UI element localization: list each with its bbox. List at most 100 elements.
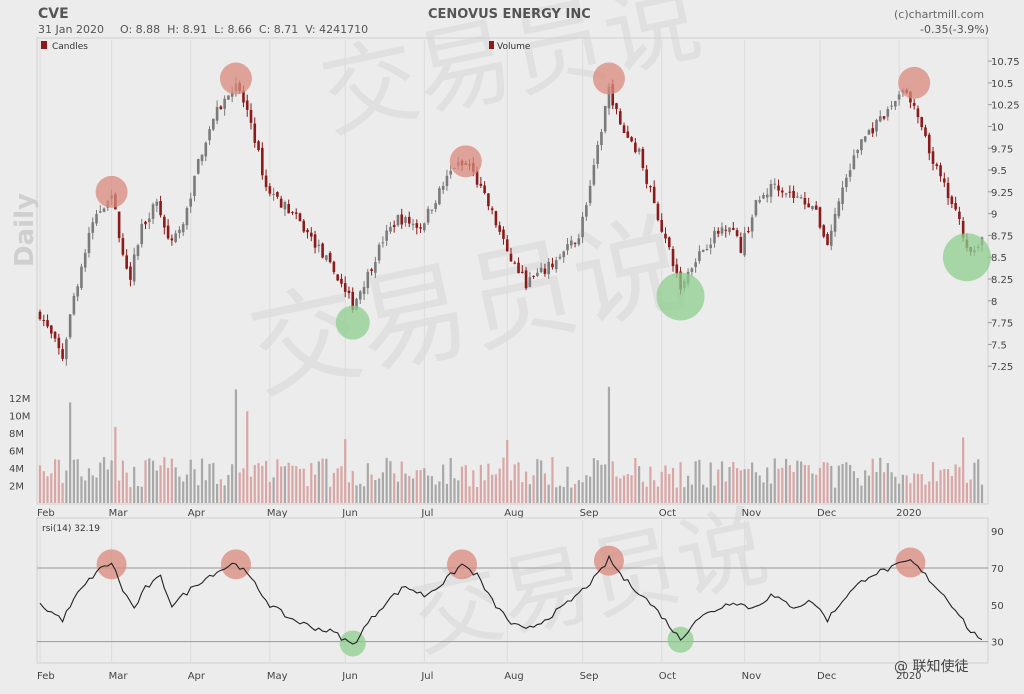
volume-bar bbox=[818, 467, 822, 503]
candle-body bbox=[38, 311, 42, 320]
volume-bar bbox=[803, 464, 807, 503]
volume-bar bbox=[679, 462, 682, 503]
volume-bar bbox=[788, 465, 791, 503]
price-y-tick-label: 7.5 bbox=[991, 340, 1007, 351]
candle-body bbox=[856, 150, 859, 154]
volume-bar bbox=[773, 458, 776, 503]
volume-bar bbox=[494, 474, 498, 503]
volume-bar bbox=[645, 486, 648, 503]
candle-body bbox=[219, 106, 223, 110]
volume-bar bbox=[573, 483, 577, 503]
volume-bar bbox=[879, 457, 882, 503]
price-y-tick-label: 8.75 bbox=[991, 231, 1013, 242]
volume-bar bbox=[935, 481, 938, 503]
rsi-legend-label: rsi(14) 32.19 bbox=[42, 524, 100, 534]
candle-body bbox=[705, 249, 709, 251]
candle-body bbox=[178, 229, 181, 234]
candle-body bbox=[765, 194, 769, 198]
candle-body bbox=[747, 231, 750, 233]
volume-bar bbox=[860, 485, 863, 503]
volume-bar bbox=[163, 457, 166, 503]
volume-bar bbox=[411, 478, 415, 503]
candle-body bbox=[566, 244, 569, 251]
candle-body bbox=[72, 295, 76, 315]
volume-bar bbox=[472, 470, 475, 503]
candle-body bbox=[505, 239, 509, 252]
candle-body bbox=[588, 185, 592, 204]
volume-bar bbox=[619, 478, 622, 503]
candle-body bbox=[592, 165, 596, 185]
candle-body bbox=[551, 263, 554, 268]
candle-body bbox=[536, 272, 539, 277]
volume-bar bbox=[611, 461, 614, 503]
volume-bar bbox=[562, 487, 565, 503]
candle-body bbox=[144, 221, 147, 225]
candle-body bbox=[475, 170, 479, 185]
candle-body bbox=[675, 264, 679, 274]
volume-bar bbox=[200, 458, 204, 503]
candle-body bbox=[377, 244, 381, 261]
volume-bar bbox=[118, 480, 121, 503]
candle-body bbox=[852, 155, 856, 170]
ohlcv-readout: O: 8.88 H: 8.91 L: 8.66 C: 8.71 V: 42417… bbox=[120, 23, 369, 36]
candle-body bbox=[381, 242, 385, 244]
candle-body bbox=[950, 196, 954, 204]
volume-y-tick-label: 2M bbox=[9, 482, 24, 493]
volume-bar bbox=[374, 480, 377, 503]
rsi-x-tick-label: May bbox=[267, 671, 288, 682]
volume-bar bbox=[99, 462, 102, 503]
candle-body bbox=[95, 214, 98, 224]
candle-body bbox=[291, 211, 294, 213]
volume-bar bbox=[909, 483, 912, 503]
price-x-tick-label: Mar bbox=[109, 508, 129, 519]
volume-bar bbox=[460, 466, 464, 503]
rsi-x-tick-label: Feb bbox=[37, 671, 55, 682]
rsi-x-tick-label: 2020 bbox=[896, 671, 921, 682]
volume-bar bbox=[845, 462, 848, 503]
candle-body bbox=[438, 188, 441, 205]
volume-bar bbox=[91, 475, 94, 503]
volume-bar bbox=[558, 485, 562, 503]
candle-body bbox=[878, 116, 882, 122]
volume-bar bbox=[864, 470, 867, 503]
peak-marker-circle bbox=[898, 66, 931, 99]
volume-bar bbox=[717, 469, 720, 503]
candle-body bbox=[294, 212, 298, 214]
candle-body bbox=[532, 275, 535, 277]
candle-body bbox=[867, 130, 871, 135]
candle-body bbox=[483, 185, 486, 194]
volume-bar bbox=[607, 386, 611, 503]
candle-body bbox=[336, 274, 339, 281]
candle-body bbox=[332, 261, 336, 273]
candle-body bbox=[434, 203, 437, 210]
candle-body bbox=[701, 249, 705, 252]
volume-bar bbox=[833, 487, 837, 503]
volume-bar bbox=[871, 458, 874, 503]
trough-marker-circle bbox=[656, 272, 705, 321]
volume-bar bbox=[777, 468, 780, 503]
price-panel-frame bbox=[36, 37, 989, 505]
volume-bar bbox=[724, 481, 727, 503]
candle-body bbox=[641, 148, 645, 168]
volume-bar bbox=[479, 464, 482, 503]
candle-body bbox=[796, 196, 799, 198]
volume-bar bbox=[423, 468, 426, 503]
candle-body bbox=[53, 331, 57, 339]
volume-bar bbox=[547, 484, 550, 503]
candle-body bbox=[351, 291, 355, 310]
volume-bar bbox=[747, 468, 750, 503]
volume-bar bbox=[969, 479, 972, 503]
candle-body bbox=[912, 103, 916, 106]
price-y-tick-label: 8 bbox=[991, 297, 997, 308]
volume-bar bbox=[381, 472, 384, 503]
price-x-tick-label: 2020 bbox=[896, 508, 921, 519]
price-panel: 7.25 7.5 7.75 8 8.25 8.5 8.75 9 9.25 9.5 9.75 10 10.… bbox=[9, 37, 1020, 505]
volume-bar bbox=[502, 457, 505, 503]
candle-body bbox=[894, 101, 897, 107]
candle-body bbox=[513, 262, 517, 264]
candle-body bbox=[223, 98, 226, 109]
volume-bar bbox=[709, 462, 712, 503]
volume-y-tick-label: 6M bbox=[9, 447, 24, 458]
candle-body bbox=[230, 92, 234, 97]
volume-bar bbox=[362, 486, 366, 503]
